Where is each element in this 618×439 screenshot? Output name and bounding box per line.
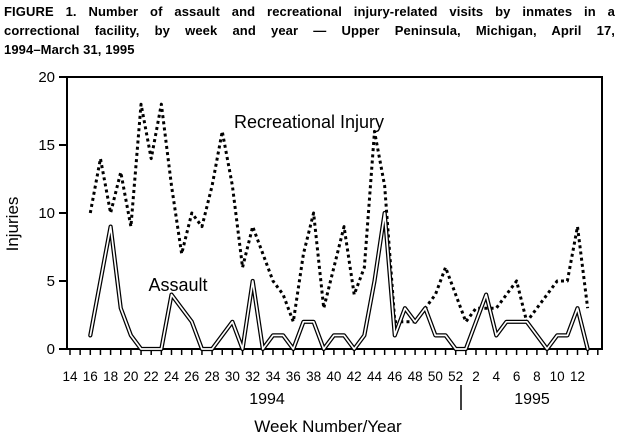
x-tick-label: 34 <box>265 369 281 384</box>
figure-title-line-1: FIGURE 1. Number of assault and recreati… <box>4 4 615 19</box>
recreational-injury-line <box>88 102 590 324</box>
year-label-1995: 1995 <box>514 391 550 408</box>
x-tick-label: 14 <box>62 369 78 384</box>
x-tick-label: 8 <box>533 369 541 384</box>
x-tick-label: 24 <box>164 369 180 384</box>
x-tick-label: 36 <box>286 369 301 384</box>
x-tick-label: 20 <box>123 369 138 384</box>
x-tick-label: 42 <box>347 369 362 384</box>
x-tick-label: 26 <box>184 369 199 384</box>
y-tick-label: 5 <box>47 273 55 290</box>
x-tick-label: 44 <box>367 369 383 384</box>
y-tick-label: 20 <box>38 69 55 86</box>
figure-title-line-3: 1994–March 31, 1995 <box>4 42 135 57</box>
x-tick-label: 40 <box>326 369 341 384</box>
y-axis-title: Injuries <box>3 197 22 252</box>
x-tick-label: 18 <box>103 369 118 384</box>
x-tick-label: 30 <box>225 369 240 384</box>
series-label-assault: Assault <box>148 275 207 295</box>
x-axis-title: Week Number/Year <box>254 417 402 436</box>
x-tick-label: 28 <box>205 369 220 384</box>
x-tick-label: 2 <box>472 369 480 384</box>
x-tick-label: 10 <box>550 369 565 384</box>
assault-line-core <box>89 212 589 350</box>
figure-title-line-2: correctional facility, by week and year … <box>4 23 615 38</box>
x-tick-label: 22 <box>144 369 159 384</box>
x-tick-label: 48 <box>408 369 423 384</box>
x-tick-label: 12 <box>570 369 585 384</box>
x-tick-label: 16 <box>83 369 98 384</box>
x-tick-label: 38 <box>306 369 321 384</box>
x-tick-label: 6 <box>513 369 521 384</box>
x-tick-label: 4 <box>493 369 501 384</box>
y-tick-label: 0 <box>47 341 55 358</box>
y-tick-label: 10 <box>38 205 55 222</box>
x-tick-label: 50 <box>428 369 443 384</box>
x-tick-label: 52 <box>448 369 463 384</box>
y-tick-label: 15 <box>38 137 55 154</box>
x-tick-label: 32 <box>245 369 260 384</box>
figure-title: FIGURE 1. Number of assault and recreati… <box>4 2 615 59</box>
year-label-1994: 1994 <box>249 391 285 408</box>
series-label-recreational-injury: Recreational Injury <box>234 112 384 132</box>
x-tick-label: 46 <box>387 369 402 384</box>
